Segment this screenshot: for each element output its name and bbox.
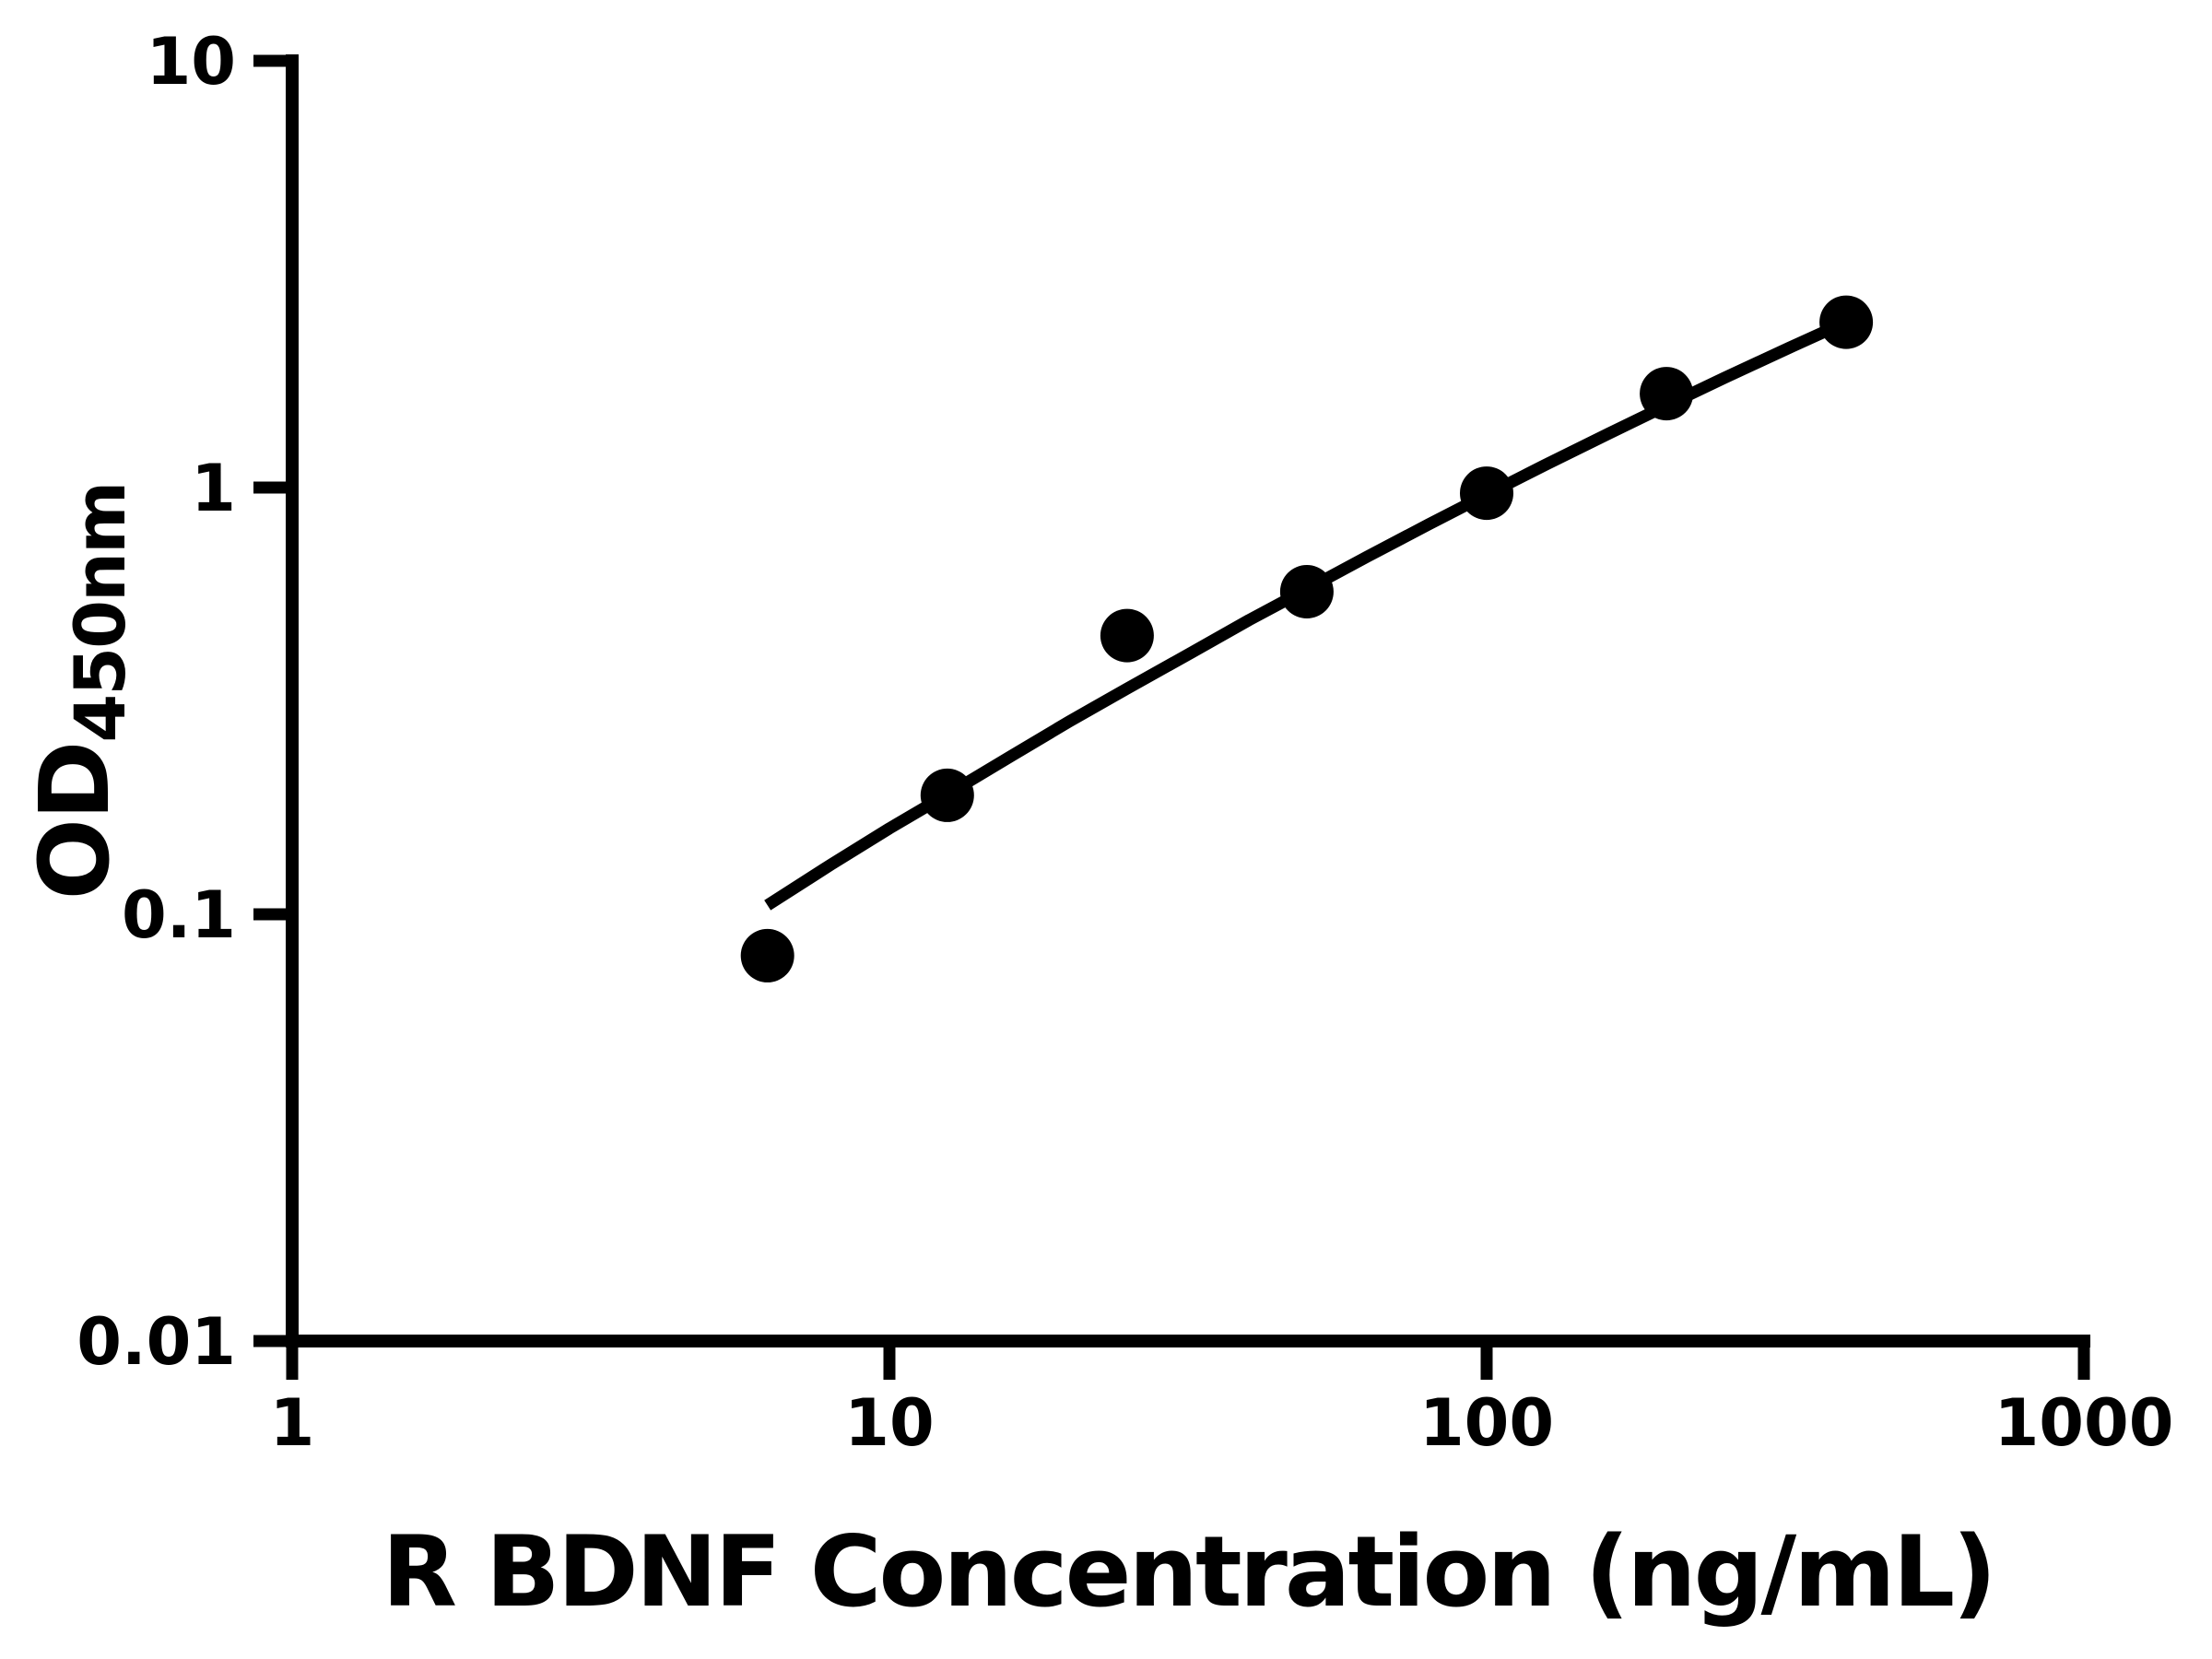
data-point-x100 <box>1460 466 1513 521</box>
x-tick-label-1000: 1000 <box>1994 1385 2174 1461</box>
y-tick-label-1: 1 <box>191 451 236 526</box>
data-point-x25 <box>1100 608 1154 663</box>
y-tick-label-0.01: 0.01 <box>76 1304 236 1380</box>
y-axis-title-subscript: 450nm <box>59 483 141 743</box>
axis-spines <box>286 54 2090 1347</box>
x-tick-label-10: 10 <box>844 1385 934 1461</box>
data-point-x12.5 <box>920 768 974 822</box>
y-axis-title-main: OD <box>18 743 131 900</box>
chart-layer: 1 10 100 1000 0.01 0.1 1 10 <box>76 24 2173 1461</box>
y-tick-label-10: 10 <box>147 24 236 100</box>
data-point-x400 <box>1819 295 1874 349</box>
y-axis-title: OD450nm <box>18 483 141 900</box>
x-axis-title: R BDNF Concentration (ng/mL) <box>382 1515 1994 1629</box>
data-point-x200 <box>1640 367 1694 421</box>
data-point-x6.25 <box>740 928 794 982</box>
data-point-x50 <box>1279 565 1334 618</box>
y-tick-label-0.1: 0.1 <box>122 877 236 953</box>
x-tick-label-1: 1 <box>270 1385 315 1461</box>
x-tick-label-100: 100 <box>1419 1385 1554 1461</box>
